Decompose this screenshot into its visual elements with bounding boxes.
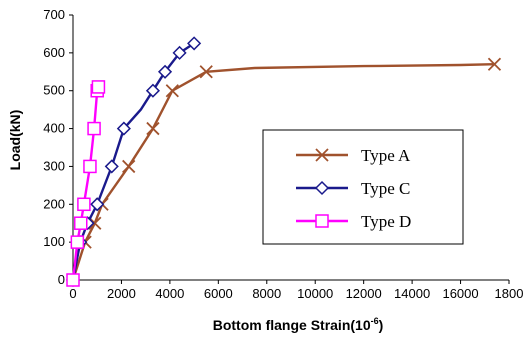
legend-marker xyxy=(315,148,329,162)
x-axis-title-exponent: -6 xyxy=(371,316,379,326)
x-axis-title: Bottom flange Strain(10-6) xyxy=(213,316,384,333)
x-tick-label: 2000 xyxy=(107,286,136,301)
legend-item-type-d: Type D xyxy=(296,212,411,231)
data-point-type-c xyxy=(157,64,173,79)
x-tick-label: 6000 xyxy=(204,286,233,301)
x-tick-label: 12000 xyxy=(346,286,382,301)
legend-label: Type A xyxy=(361,146,411,165)
series-line-type-d xyxy=(71,86,100,281)
tick-labels: 0 100 200 300 400 500 600 700 0 2000 4000 6000 8000 1… xyxy=(43,7,523,301)
legend-item-type-c: Type C xyxy=(296,179,410,198)
legend-marker xyxy=(314,180,330,196)
data-point-type-d xyxy=(87,121,101,136)
data-point-type-c xyxy=(172,45,187,60)
data-point-type-a xyxy=(165,84,179,98)
data-point-type-c xyxy=(145,83,160,98)
data-point-type-d xyxy=(77,197,91,212)
y-tick-label: 100 xyxy=(43,234,65,249)
y-tick-label: 0 xyxy=(58,272,65,287)
data-point-type-d xyxy=(66,273,80,287)
data-point-type-a xyxy=(487,57,502,71)
y-tick-label: 500 xyxy=(43,83,65,98)
x-tick-label: 14000 xyxy=(394,286,430,301)
legend: Type A Type C Type D xyxy=(262,129,464,245)
x-tick-label: 10000 xyxy=(297,286,333,301)
x-tick-label: 4000 xyxy=(155,286,184,301)
x-tick-label: 1800 xyxy=(495,286,524,301)
x-tick-label: 0 xyxy=(69,286,76,301)
x-tick-label: 8000 xyxy=(252,286,281,301)
x-tick-label: 16000 xyxy=(442,286,478,301)
data-point-type-d xyxy=(91,80,106,94)
data-point-type-d xyxy=(74,216,88,230)
data-point-type-c xyxy=(104,159,119,174)
series-layer xyxy=(65,36,502,288)
data-point-type-c xyxy=(187,36,202,51)
data-point-type-d xyxy=(83,159,97,174)
x-axis-title-suffix: ) xyxy=(379,317,384,333)
legend-label: Type C xyxy=(361,179,410,198)
y-tick-label: 600 xyxy=(43,45,65,60)
x-axis-title-main: Bottom flange Strain(10 xyxy=(213,317,371,333)
data-point-type-c xyxy=(90,197,105,212)
y-axis-title: Load(kN) xyxy=(7,110,23,171)
series-type-d xyxy=(66,80,106,287)
series-line-type-a xyxy=(71,63,495,281)
y-tick-label: 700 xyxy=(43,7,65,22)
y-tick-label: 400 xyxy=(43,121,65,136)
y-tick-label: 300 xyxy=(43,158,65,173)
data-point-type-a xyxy=(146,121,160,136)
y-tick-label: 200 xyxy=(43,196,65,211)
legend-item-type-a: Type A xyxy=(296,146,411,165)
data-point-type-d xyxy=(70,235,85,249)
legend-label: Type D xyxy=(361,212,411,231)
data-point-type-c xyxy=(116,121,131,136)
data-point-type-a xyxy=(122,159,136,174)
legend-marker xyxy=(315,214,329,228)
data-point-type-a xyxy=(199,65,213,79)
